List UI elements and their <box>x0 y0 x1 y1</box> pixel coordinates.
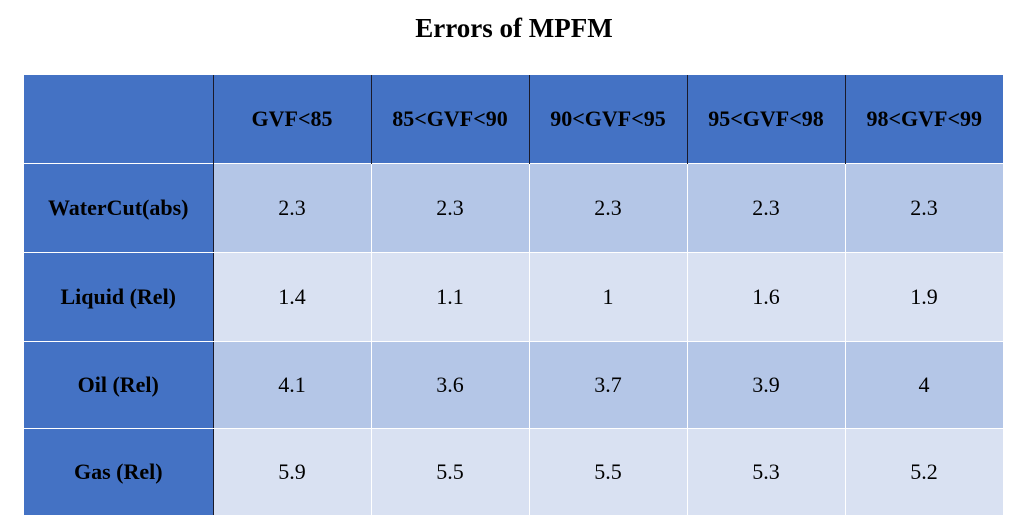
table-cell: 2.3 <box>212 162 372 253</box>
table-header-row: GVF<85 85<GVF<90 90<GVF<95 95<GVF<98 98<… <box>24 75 1003 163</box>
row-label-watercut: WaterCut(abs) <box>24 162 214 253</box>
header-corner-cell <box>24 75 214 163</box>
table-cell: 1.4 <box>212 251 372 342</box>
table-row-watercut: WaterCut(abs) 2.3 2.3 2.3 2.3 2.3 <box>24 162 1004 253</box>
table-cell: 2.3 <box>844 162 1004 253</box>
header-cell-gvf-98-99: 98<GVF<99 <box>844 75 1003 163</box>
table-cell: 5.3 <box>686 427 846 516</box>
errors-table: GVF<85 85<GVF<90 90<GVF<95 95<GVF<98 98<… <box>24 75 1004 516</box>
table-cell: 2.3 <box>686 162 846 253</box>
table-cell: 1.1 <box>370 251 530 342</box>
table-row-oil: Oil (Rel) 4.1 3.6 3.7 3.9 4 <box>24 340 1004 429</box>
table-cell: 4 <box>844 340 1004 429</box>
table-cell: 5.2 <box>844 427 1004 516</box>
table-cell: 5.5 <box>528 427 688 516</box>
table-cell: 2.3 <box>370 162 530 253</box>
row-label-oil: Oil (Rel) <box>24 340 214 429</box>
header-cell-gvf-lt-85: GVF<85 <box>212 75 372 163</box>
table-cell: 5.9 <box>212 427 372 516</box>
table-cell: 4.1 <box>212 340 372 429</box>
table-cell: 1 <box>528 251 688 342</box>
table-cell: 5.5 <box>370 427 530 516</box>
table-cell: 1.9 <box>844 251 1004 342</box>
table-cell: 1.6 <box>686 251 846 342</box>
header-cell-gvf-90-95: 90<GVF<95 <box>528 75 688 163</box>
header-cell-gvf-95-98: 95<GVF<98 <box>686 75 846 163</box>
table-row-gas: Gas (Rel) 5.9 5.5 5.5 5.3 5.2 <box>24 427 1004 516</box>
table-cell: 3.9 <box>686 340 846 429</box>
header-cell-gvf-85-90: 85<GVF<90 <box>370 75 530 163</box>
row-label-gas: Gas (Rel) <box>24 427 214 516</box>
table-cell: 2.3 <box>528 162 688 253</box>
table-title: Errors of MPFM <box>415 13 613 43</box>
table-cell: 3.6 <box>370 340 530 429</box>
row-label-liquid: Liquid (Rel) <box>24 251 214 342</box>
table-row-liquid: Liquid (Rel) 1.4 1.1 1 1.6 1.9 <box>24 251 1004 342</box>
table-cell: 3.7 <box>528 340 688 429</box>
